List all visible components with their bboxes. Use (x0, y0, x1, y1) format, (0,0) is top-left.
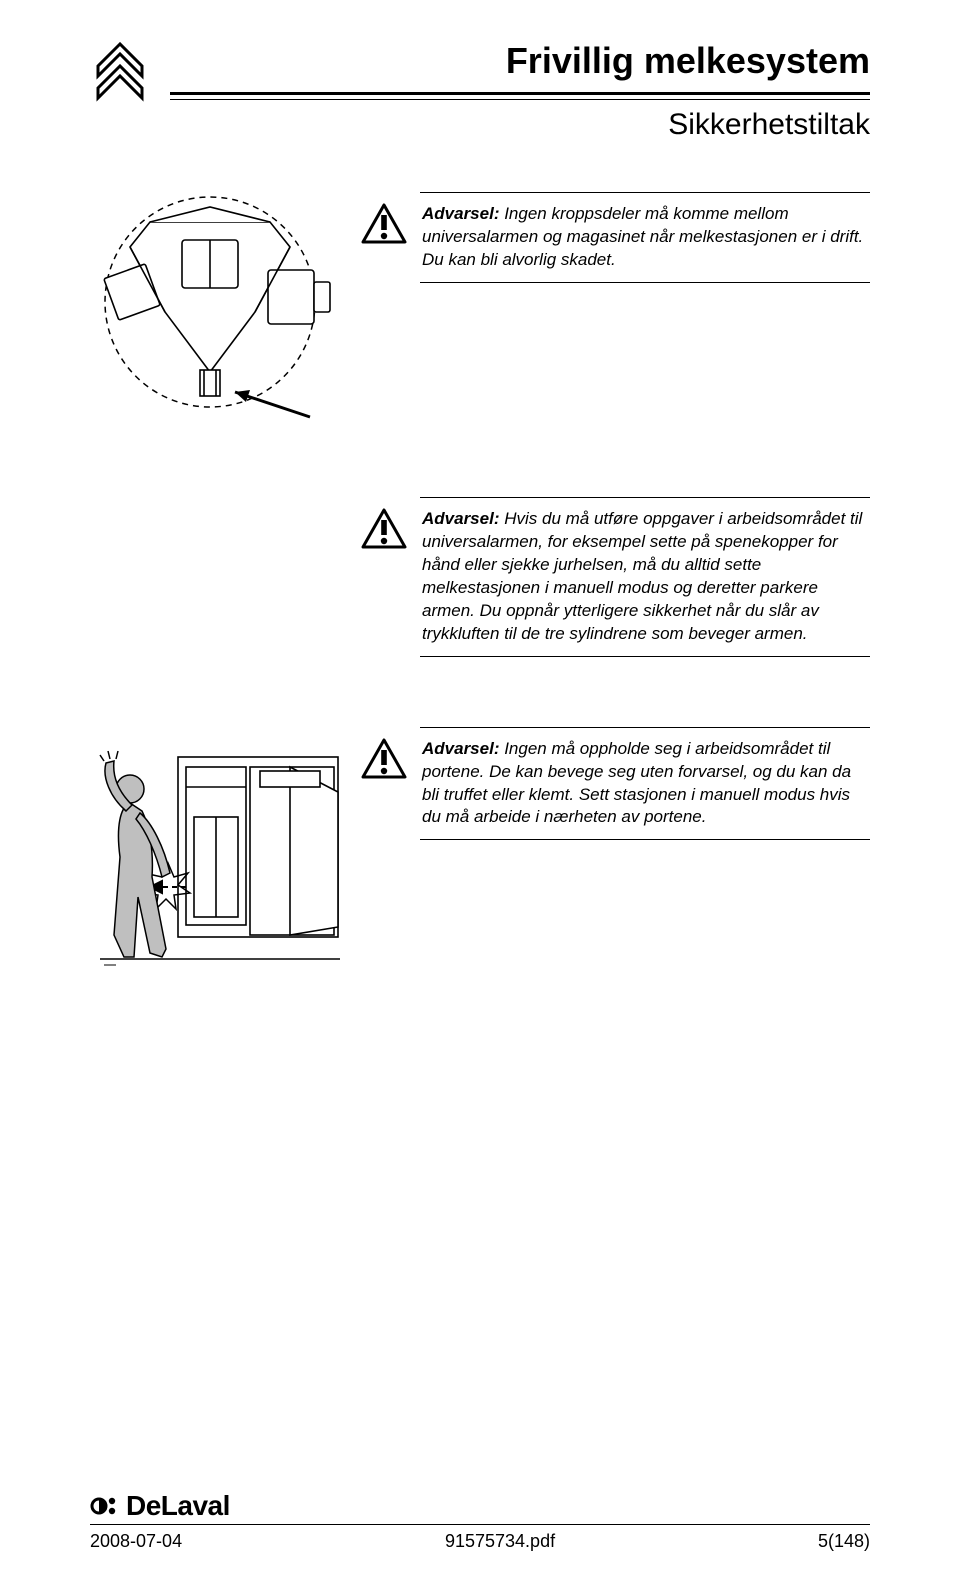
footer-page: 5(148) (818, 1531, 870, 1552)
illustration-universal-arm (90, 192, 350, 427)
warning-label: Advarsel: (422, 509, 499, 528)
corner-chevron-logo (90, 40, 150, 115)
brand-name: DeLaval (126, 1490, 230, 1522)
footer-date: 2008-07-04 (90, 1531, 182, 1552)
warning-icon (360, 507, 420, 551)
warning-icon (360, 202, 420, 246)
footer-doc: 91575734.pdf (445, 1531, 555, 1552)
divider (90, 1524, 870, 1525)
warning-icon (360, 737, 420, 781)
warning-label: Advarsel: (422, 739, 499, 758)
warning-text: Advarsel: Ingen kroppsdeler må komme mel… (420, 193, 870, 282)
warning-text: Advarsel: Hvis du må utføre oppgaver i a… (420, 498, 870, 656)
warning-label: Advarsel: (422, 204, 499, 223)
divider (170, 99, 870, 100)
warning-text: Advarsel: Ingen må oppholde seg i arbeid… (420, 728, 870, 840)
page-subtitle: Sikkerhetstiltak (170, 104, 870, 142)
page-title: Frivillig melkesystem (170, 40, 870, 88)
brand-logo: DeLaval (90, 1490, 870, 1522)
divider (170, 92, 870, 95)
illustration-gate-hazard (90, 727, 350, 992)
